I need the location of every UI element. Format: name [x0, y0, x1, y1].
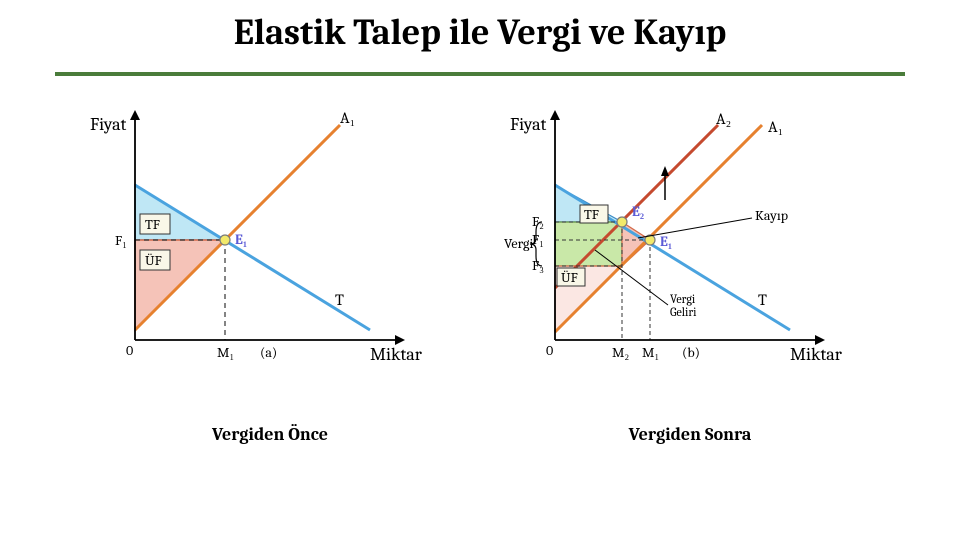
tf-label-b: TF — [584, 206, 599, 223]
qty-m1: M₁ — [642, 344, 659, 361]
chart-a-svg: E₁ TF ÜF A₁ T Fiyat F₁ 0 M₁ (a) Miktar — [80, 110, 460, 420]
rev-label-1: Vergi — [670, 292, 696, 306]
caption-b: Vergiden Sonra — [629, 424, 752, 445]
tax-revenue-rect — [555, 222, 622, 266]
eq-label-e1-b: E₁ — [660, 233, 672, 250]
y-axis-label-b: Fiyat — [510, 114, 547, 135]
panel-b: E₂ E₁ Vergi F₂ F₁ F₃ TF ÜF Kayıp Vergi G… — [500, 110, 880, 490]
sub-label-b: (b) — [682, 344, 700, 361]
kayip-label: Kayıp — [755, 207, 788, 224]
y-arrow-b — [550, 110, 560, 120]
demand-label-b: T — [758, 291, 767, 309]
title-underline — [55, 72, 905, 76]
x-axis-label-b: Miktar — [790, 344, 843, 365]
uf-label-a: ÜF — [145, 252, 162, 269]
shift-arrow-head — [661, 166, 669, 176]
supply2-label: A₂ — [716, 110, 731, 128]
demand-label-a: T — [335, 291, 344, 309]
x-axis-label-a: Miktar — [370, 344, 423, 365]
eq-label-e1-a: E₁ — [235, 231, 247, 248]
price-f3: F₃ — [532, 257, 544, 274]
vergi-label: Vergi — [504, 235, 533, 252]
rev-label-2: Geliri — [670, 305, 697, 319]
origin-a: 0 — [126, 342, 133, 359]
sub-label-a: (a) — [260, 344, 277, 361]
eq-point-e2 — [617, 217, 627, 227]
chart-b-svg: E₂ E₁ Vergi F₂ F₁ F₃ TF ÜF Kayıp Vergi G… — [500, 110, 880, 420]
page-title: Elastik Talep ile Vergi ve Kayıp — [0, 12, 960, 53]
kayip-leader — [638, 218, 752, 238]
supply1-label-b: A₁ — [768, 118, 783, 136]
price-label-a: F₁ — [115, 232, 127, 249]
qty-label-a: M₁ — [217, 344, 234, 361]
qty-m2: M₂ — [612, 344, 629, 361]
uf-label-b: ÜF — [561, 269, 578, 286]
price-f1: F₁ — [532, 231, 544, 248]
y-axis-label-a: Fiyat — [90, 114, 127, 135]
price-f2: F₂ — [532, 213, 544, 230]
tf-label-a: TF — [145, 216, 160, 233]
caption-a: Vergiden Önce — [212, 424, 328, 445]
eq-point-e1-a — [220, 235, 230, 245]
supply-label-a: A₁ — [340, 110, 355, 127]
charts-row: E₁ TF ÜF A₁ T Fiyat F₁ 0 M₁ (a) Miktar V… — [0, 110, 960, 490]
y-arrow-a — [130, 110, 140, 120]
panel-a: E₁ TF ÜF A₁ T Fiyat F₁ 0 M₁ (a) Miktar V… — [80, 110, 460, 490]
origin-b: 0 — [546, 342, 553, 359]
eq-label-e2: E₂ — [632, 203, 644, 220]
